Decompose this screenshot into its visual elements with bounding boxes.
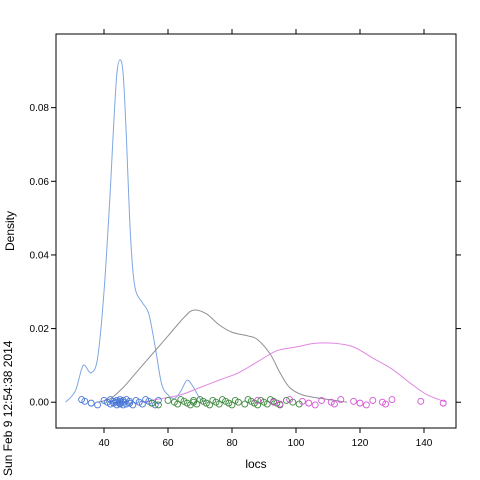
rug-point-group-2 [164,396,172,404]
x-tick-label: 100 [288,438,305,449]
rug-point-group-3 [286,396,294,403]
rug-point-group-2 [228,401,236,409]
rug-point-group-2 [154,401,162,409]
x-axis-title: locs [245,457,266,471]
rug-point-group-3 [362,401,370,409]
rug-point-group-2 [215,400,223,408]
rug-point-group-3 [270,398,278,406]
rug-point-group-1 [87,399,95,407]
plot-border [55,33,457,429]
rug-point-group-1 [129,401,137,409]
rug-point-group-2 [263,400,271,408]
x-tick-label: 140 [416,438,433,449]
rug-point-group-2 [234,398,242,406]
rug-point-group-2 [282,396,290,404]
rug-point-group-2 [241,400,249,408]
rug-point-group-1 [81,397,89,405]
y-tick-label: 0.02 [30,324,50,335]
x-tick-label: 60 [162,438,174,449]
rug-point-group-3 [369,396,377,404]
rug-point-group-3 [382,400,390,408]
rug-point-group-1 [154,396,162,404]
rug-point-group-2 [193,400,201,408]
y-tick-label: 0.04 [30,250,50,261]
rug-point-group-1 [138,400,146,408]
rug-point-group-3 [439,399,447,407]
rug-point-group-3 [276,400,284,408]
rug-point-group-1 [119,401,127,409]
x-tick-label: 120 [352,438,369,449]
plot-frame [55,33,457,429]
rug-point-group-3 [337,396,345,403]
rug-point-group-2 [206,401,214,409]
rug-point-group-2 [148,399,156,407]
y-tick-label: 0.08 [30,103,50,114]
y-axis-title: Density [3,211,17,251]
density-curve-2 [97,309,348,403]
rug-point-group-2 [254,401,262,409]
density-curve-1 [65,59,207,403]
rug-point-group-3 [356,399,364,407]
rug-point-group-3 [330,400,338,408]
rug-point-group-3 [305,399,313,407]
rug-point-group-3 [311,401,319,409]
timestamp-label: Sun Feb 9 12:54:38 2014 [1,340,15,476]
y-tick-label: 0.06 [30,177,50,188]
rug-point-group-3 [254,396,262,404]
x-tick-label: 40 [98,438,110,449]
rug-point-group-1 [94,401,102,409]
rug-layer [78,396,447,409]
rug-point-group-3 [417,397,425,405]
rug-point-group-2 [174,400,182,408]
rug-point-group-3 [298,397,306,405]
rug-point-group-3 [350,397,358,405]
x-tick-label: 80 [226,438,238,449]
y-tick-label: 0.00 [30,398,50,409]
y-axis: 0.00 0.02 0.04 0.06 0.08 [30,103,461,409]
series-layer [65,59,447,403]
density-curve-3 [142,342,447,403]
x-axis: 40 60 80 100 120 140 [98,29,433,449]
rug-point-group-3 [318,396,326,404]
rug-point-group-3 [388,396,396,403]
